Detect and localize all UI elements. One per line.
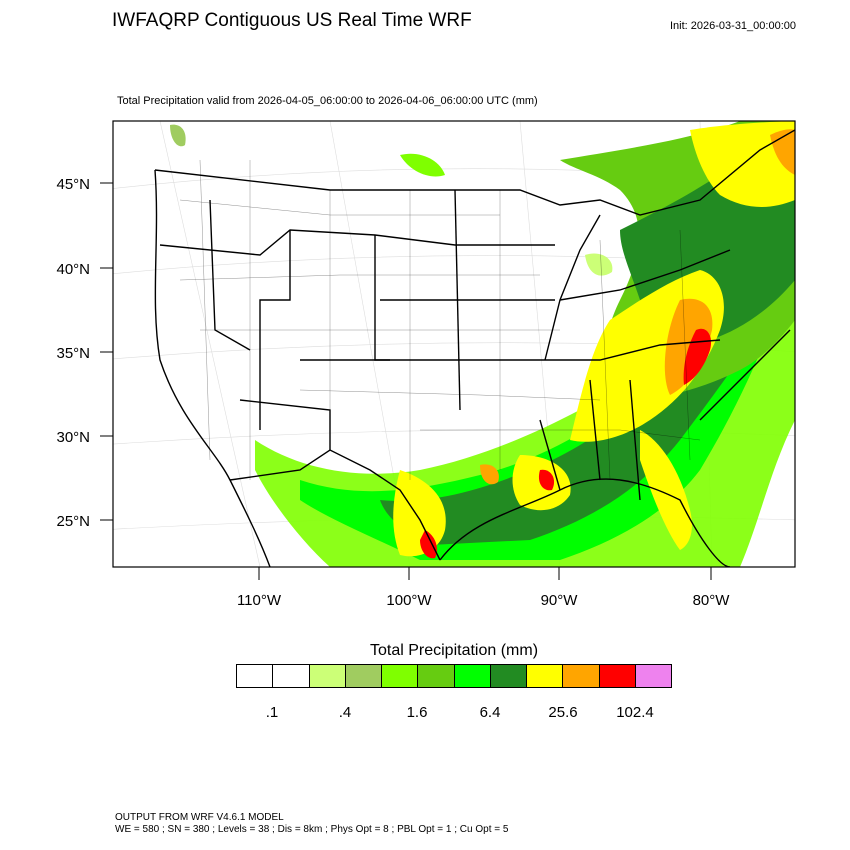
lon-label-80: 80°W [693, 592, 731, 609]
map-plot-area [113, 121, 795, 567]
legend-swatch-3 [344, 664, 382, 688]
lat-label-30: 30°N [56, 429, 90, 446]
lon-label-100: 100°W [386, 592, 432, 609]
lon-label-110: 110°W [237, 592, 282, 609]
legend-swatch-4 [381, 664, 419, 688]
county-borders [179, 159, 701, 481]
precipitation-field [170, 121, 795, 567]
map-subtitle: Total Precipitation valid from 2026-04-0… [117, 95, 538, 107]
legend-swatch-8 [526, 664, 564, 688]
legend-tick-label: 102.4 [616, 704, 654, 721]
legend-title: Total Precipitation (mm) [369, 642, 539, 659]
legend-swatch-9 [562, 664, 600, 688]
legend-swatch-5 [417, 664, 455, 688]
page-title: IWFAQRP Contiguous US Real Time WRF [112, 10, 472, 31]
axis-ticks [100, 182, 712, 580]
legend-tick-label: 1.6 [406, 704, 428, 721]
map-frame [112, 120, 796, 568]
legend-tick-label: .1 [265, 704, 279, 721]
legend-tick-label: 25.6 [548, 704, 578, 721]
legend-swatch-2 [308, 664, 346, 688]
lat-label-35: 35°N [56, 345, 90, 362]
legend-swatch-0 [236, 664, 274, 688]
lat-label-25: 25°N [56, 513, 90, 530]
footer-line-1: OUTPUT FROM WRF V4.6.1 MODEL [115, 812, 284, 823]
legend-swatch-1 [272, 664, 310, 688]
legend-swatch-7 [489, 664, 527, 688]
precipitation-map: 45°N 40°N 35°N 30°N 25°N 110°W 100°W 90°… [56, 120, 796, 609]
init-time-label: Init: 2026-03-31_00:00:00 [670, 20, 796, 32]
legend-tick-label: .4 [338, 704, 352, 721]
footer-line-2: WE = 580 ; SN = 380 ; Levels = 38 ; Dis … [115, 824, 509, 835]
lon-label-90: 90°W [541, 592, 579, 609]
legend-swatch-6 [453, 664, 491, 688]
lat-label-45: 45°N [56, 176, 90, 193]
legend-swatch-11 [634, 664, 672, 688]
legend-tick-label: 6.4 [479, 704, 501, 721]
legend-colorbar [236, 664, 672, 688]
legend-swatch-10 [598, 664, 636, 688]
model-footer: OUTPUT FROM WRF V4.6.1 MODEL WE = 580 ; … [115, 812, 508, 836]
lat-label-40: 40°N [56, 261, 90, 278]
